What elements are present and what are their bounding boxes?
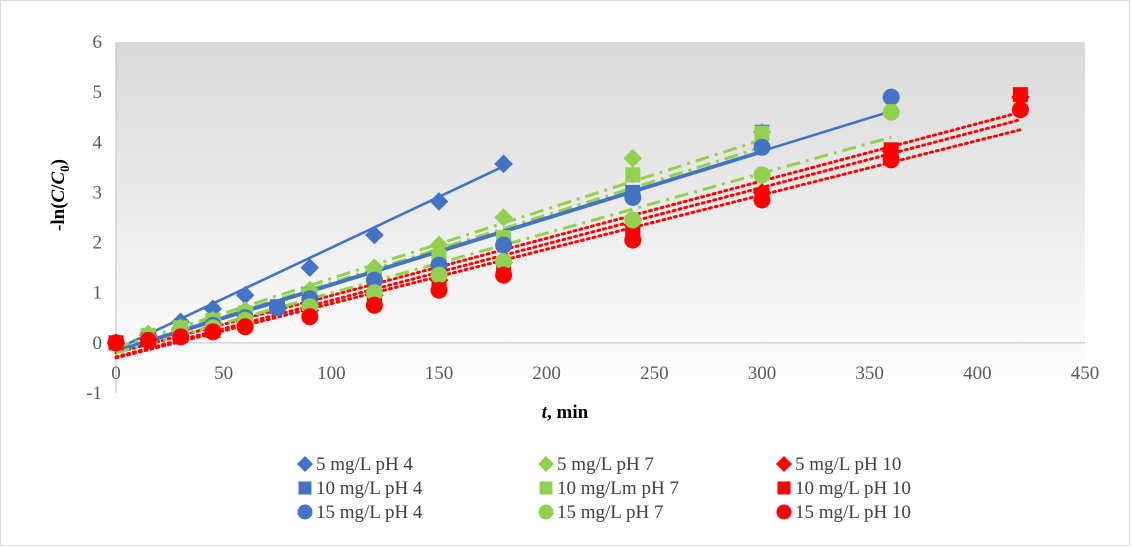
- data-point: [235, 285, 255, 305]
- legend-label: 10 mg/L pH 10: [795, 478, 911, 499]
- data-point: [753, 191, 771, 209]
- x-tick-label: 100: [317, 363, 346, 384]
- data-point: [754, 125, 770, 141]
- data-point: [430, 281, 448, 299]
- data-point: [495, 253, 513, 271]
- data-point: [236, 318, 254, 336]
- y-tick-label: -1: [86, 383, 102, 404]
- data-markers: [106, 87, 1030, 353]
- data-point: [429, 192, 449, 211]
- data-point: [204, 323, 222, 341]
- data-point: [139, 331, 157, 349]
- data-point: [300, 258, 320, 277]
- legend-label: 10 mg/L pH 4: [316, 478, 423, 499]
- legend-marker: [298, 481, 312, 495]
- legend-marker: [777, 481, 791, 495]
- data-point: [1011, 101, 1029, 119]
- data-point: [623, 149, 643, 168]
- data-point: [624, 188, 642, 206]
- data-point: [430, 266, 448, 284]
- y-axis-title: -ln(C/C0): [48, 159, 72, 231]
- data-point: [269, 299, 286, 317]
- data-point: [429, 235, 449, 255]
- data-point: [172, 328, 190, 346]
- legend-label: 5 mg/L pH 7: [557, 454, 654, 475]
- legend-label: 10 mg/Lm pH 7: [557, 478, 679, 499]
- legend-label: 15 mg/L pH 10: [795, 502, 911, 523]
- legend-marker: [539, 481, 553, 495]
- y-tick-label: 1: [93, 283, 103, 304]
- data-point: [494, 154, 513, 174]
- x-tick-label: 300: [748, 363, 777, 384]
- data-point: [882, 103, 900, 121]
- data-point: [365, 271, 383, 289]
- y-tick-label: 0: [93, 333, 103, 354]
- data-point: [495, 266, 513, 284]
- data-point: [753, 138, 771, 156]
- data-point: [365, 258, 384, 277]
- data-point: [495, 236, 513, 254]
- data-point: [365, 284, 383, 302]
- legend-label: 5 mg/L pH 4: [316, 454, 413, 475]
- data-point: [624, 231, 642, 249]
- data-point: [882, 151, 900, 169]
- x-tick-label: 450: [1071, 363, 1100, 384]
- x-tick-label: 200: [532, 363, 561, 384]
- legend-marker: [775, 455, 793, 473]
- x-tick-label: 150: [425, 363, 454, 384]
- x-tick-label: 0: [111, 363, 121, 384]
- legend-label: 15 mg/L pH 7: [557, 502, 663, 523]
- legend-marker: [297, 504, 313, 520]
- y-tick-label: 2: [93, 233, 103, 254]
- data-point: [753, 166, 771, 184]
- data-point: [494, 208, 513, 227]
- legend: 5 mg/L pH 4 5 mg/L pH 7 5 mg/L pH 10 10 mg/…: [296, 454, 911, 523]
- data-point: [107, 334, 125, 352]
- x-tick-label: 250: [640, 363, 669, 384]
- y-tick-label: 5: [93, 82, 103, 103]
- data-point: [625, 167, 641, 183]
- legend-marker: [776, 504, 792, 520]
- x-tick-label: 400: [963, 363, 992, 384]
- legend-marker: [296, 455, 314, 473]
- y-tick-label: 4: [93, 132, 103, 153]
- legend-label: 15 mg/L pH 4: [316, 502, 423, 523]
- y-tick-label: 6: [93, 32, 103, 53]
- data-point: [1012, 87, 1028, 103]
- x-tick-label: 350: [855, 363, 884, 384]
- legend-label: 5 mg/L pH 10: [795, 454, 901, 475]
- x-tick-label: 50: [214, 363, 233, 384]
- fit-line: [114, 128, 1022, 360]
- fit-line: [115, 145, 763, 352]
- legend-marker: [538, 504, 554, 520]
- fit-line: [114, 118, 1022, 359]
- data-point: [365, 225, 384, 245]
- data-point: [624, 211, 642, 229]
- legend-marker: [537, 455, 555, 473]
- y-tick-label: 3: [93, 182, 103, 203]
- data-point: [301, 308, 319, 326]
- x-axis-title: t, min: [542, 402, 589, 423]
- tick-labels: 0 50 100 150 200 250 300 350 400 450 -1 0 1 2 3 4 5 6: [86, 32, 1099, 404]
- data-point: [882, 88, 900, 106]
- fit-line: [114, 110, 1022, 355]
- data-point: [365, 296, 383, 314]
